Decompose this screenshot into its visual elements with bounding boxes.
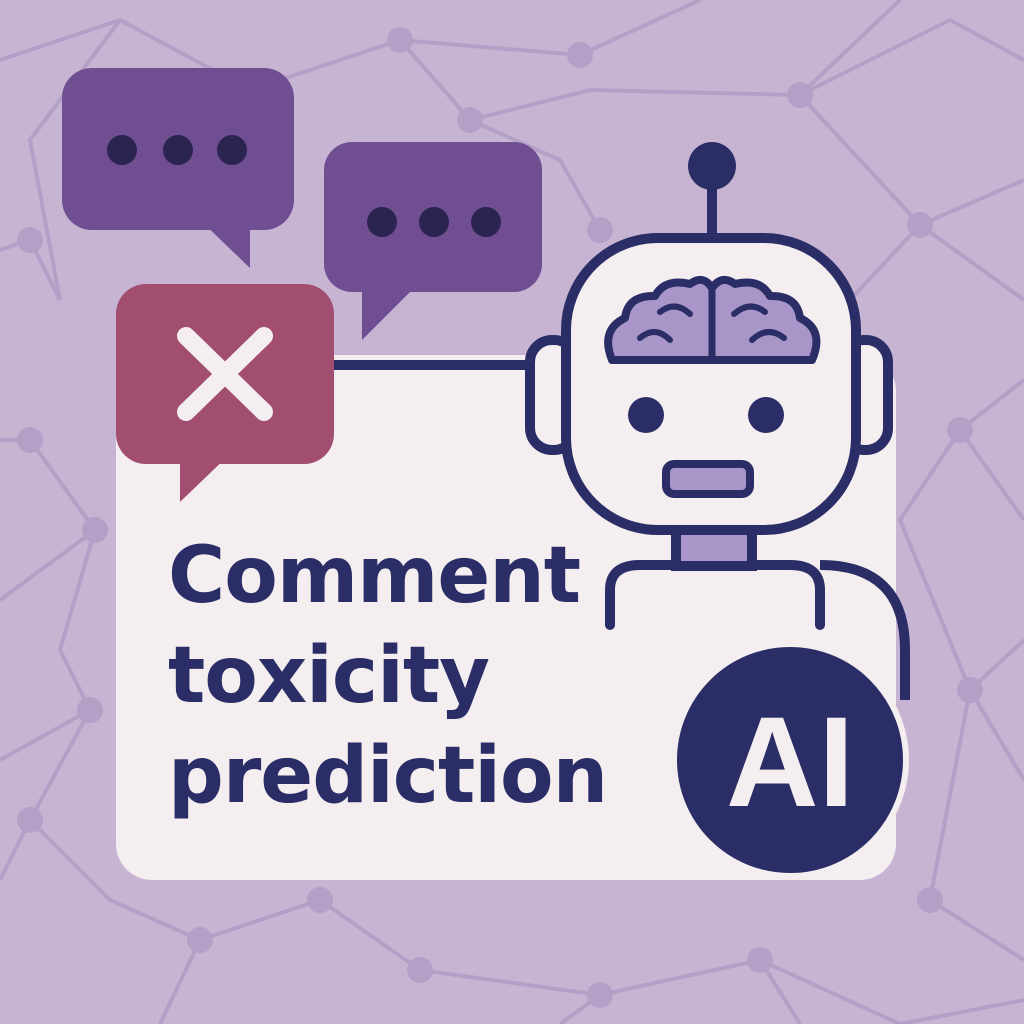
ai-badge-label: AI bbox=[726, 691, 854, 834]
title-line-2: toxicity bbox=[168, 631, 490, 721]
page-title: Comment toxicity prediction bbox=[168, 526, 638, 826]
brain-icon bbox=[604, 275, 821, 364]
title-line-3: prediction bbox=[168, 731, 608, 821]
title-line-1: Comment bbox=[168, 531, 581, 621]
